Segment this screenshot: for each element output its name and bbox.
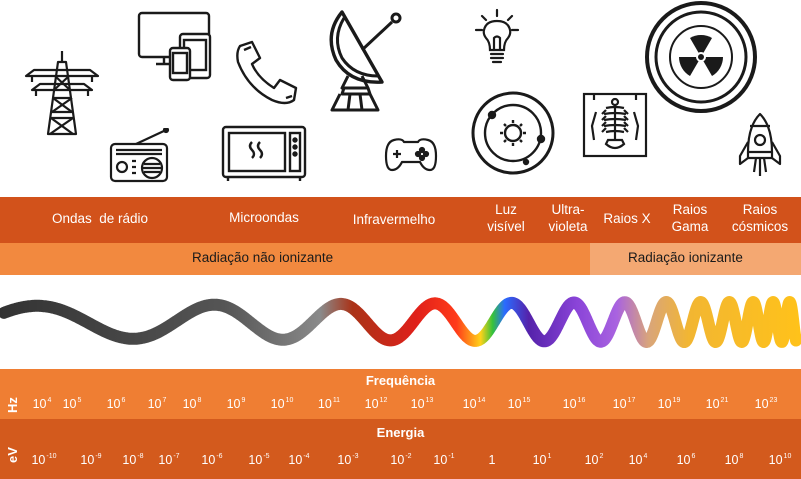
energy-title: Energia [376, 425, 425, 440]
radiation-icon [644, 0, 758, 114]
frequency-tick: 1023 [754, 397, 778, 411]
energy-tick: 10-10 [31, 453, 57, 467]
energy-tick: 101 [532, 453, 552, 467]
spectrum-wave [0, 282, 801, 362]
energy-tick: 1010 [768, 453, 792, 467]
frequency-tick: 1011 [317, 397, 341, 411]
energy-tick: 10-9 [80, 453, 102, 467]
energy-tick: 10-6 [201, 453, 223, 467]
frequency-tick: 108 [182, 397, 202, 411]
frequency-tick: 1012 [364, 397, 388, 411]
energy-tick: 104 [628, 453, 648, 467]
energy-tick: 10-5 [248, 453, 270, 467]
energy-tick: 10-2 [390, 453, 412, 467]
frequency-tick: 104 [32, 397, 52, 411]
energy-tick: 10-8 [122, 453, 144, 467]
microwave-icon [220, 124, 308, 182]
satellite-dish-icon [320, 4, 410, 112]
frequency-band [0, 369, 801, 419]
energy-tick: 108 [724, 453, 744, 467]
devices-icon [136, 10, 216, 82]
radio-icon [108, 128, 170, 184]
ionizing-label: Radiação ionizante [628, 250, 743, 265]
sun-orbit-icon [470, 90, 556, 176]
energy-tick: 106 [676, 453, 696, 467]
rocket-icon [738, 112, 782, 178]
energy-tick: 10-1 [433, 453, 455, 467]
category-band [0, 197, 801, 243]
non-ionizing-label: Radiação não ionizante [192, 250, 334, 265]
frequency-tick: 1019 [657, 397, 681, 411]
frequency-tick: 1014 [462, 397, 486, 411]
lightbulb-icon [474, 8, 520, 68]
power-tower-icon [22, 48, 102, 138]
category-microwaves: Microondas [229, 210, 299, 225]
frequency-tick: 1017 [612, 397, 636, 411]
frequency-tick: 107 [147, 397, 167, 411]
energy-band [0, 419, 801, 479]
category-gamma-rays: Raios Gama [671, 202, 709, 234]
energy-tick: 1 [488, 453, 496, 467]
category-x-rays: Raios X [603, 211, 651, 226]
energy-tick: 10-4 [288, 453, 310, 467]
gamepad-icon [384, 134, 438, 174]
category-ultraviolet: Ultra- violeta [548, 202, 588, 234]
frequency-tick: 105 [62, 397, 82, 411]
frequency-tick: 1013 [410, 397, 434, 411]
category-visible-light: Luz visível [487, 202, 525, 234]
energy-unit: eV [5, 447, 20, 463]
frequency-tick: 106 [106, 397, 126, 411]
frequency-tick: 109 [226, 397, 246, 411]
energy-tick: 10-3 [337, 453, 359, 467]
frequency-tick: 1015 [507, 397, 531, 411]
category-radio-waves: Ondas de rádio [51, 211, 149, 226]
energy-tick: 10-7 [158, 453, 180, 467]
category-cosmic-rays: Raios cósmicos [731, 202, 789, 234]
xray-icon [582, 92, 648, 158]
category-infrared: Infravermelho [352, 212, 436, 227]
frequency-tick: 1010 [270, 397, 294, 411]
frequency-unit: Hz [5, 397, 20, 413]
phone-icon [234, 40, 304, 106]
frequency-tick: 1021 [705, 397, 729, 411]
frequency-title: Frequência [365, 373, 436, 388]
ionizing-band [590, 243, 801, 275]
energy-tick: 102 [584, 453, 604, 467]
frequency-tick: 1016 [562, 397, 586, 411]
